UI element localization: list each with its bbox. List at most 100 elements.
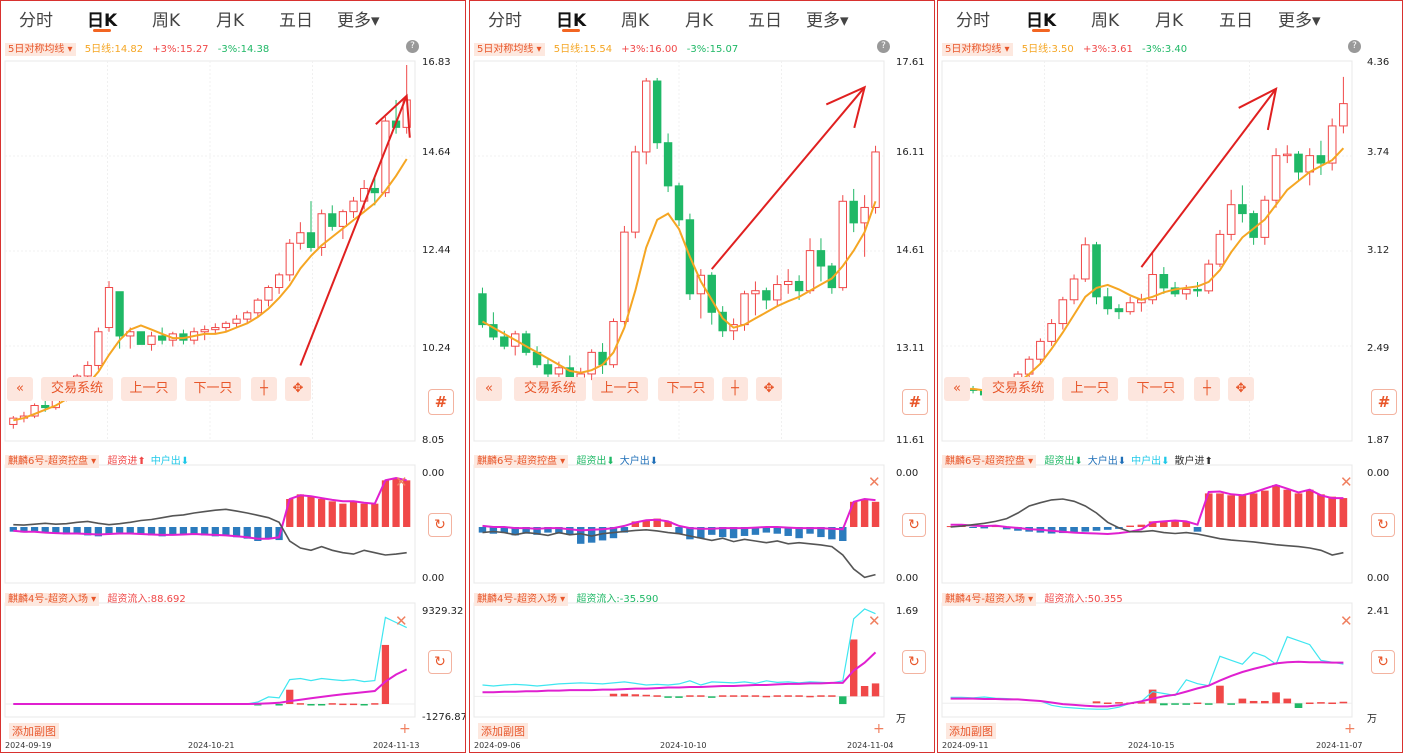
ind1-bar bbox=[1272, 485, 1280, 527]
ind1-axis-top: 0.00 bbox=[896, 468, 919, 479]
ind1-bar bbox=[179, 527, 188, 535]
indicator1-legend-item: 散户进⬆ bbox=[1174, 456, 1213, 467]
add-plus-icon[interactable]: + bbox=[399, 721, 411, 737]
hash-settings-icon[interactable]: # bbox=[902, 389, 928, 415]
help-icon[interactable]: ? bbox=[1348, 40, 1361, 53]
indicator1-close-icon[interactable]: ✕ bbox=[1340, 473, 1353, 491]
tab-intraday[interactable]: 分时 bbox=[956, 11, 990, 31]
tab-more[interactable]: 更多▾ bbox=[1278, 11, 1321, 31]
candle-body bbox=[674, 185, 684, 221]
indicator1-selector[interactable]: 麒麟6号-超资控盘 ▾ bbox=[474, 455, 569, 468]
ind1-bar bbox=[1103, 527, 1112, 530]
ind2-bar bbox=[1204, 703, 1213, 705]
hash-settings-icon[interactable]: # bbox=[1371, 389, 1397, 415]
price-axis-label-1: 16.11 bbox=[896, 147, 925, 158]
ind1-bar bbox=[1305, 489, 1314, 527]
help-icon[interactable]: ? bbox=[406, 40, 419, 53]
candle-body bbox=[794, 280, 804, 292]
back-button[interactable]: « bbox=[944, 377, 970, 401]
add-subchart-bar: 添加副图 + bbox=[1, 721, 465, 739]
candle-body bbox=[200, 329, 209, 333]
back-button[interactable]: « bbox=[7, 377, 33, 401]
next-stock-button[interactable]: 下一只 bbox=[1128, 377, 1184, 401]
ind1-bar bbox=[522, 527, 530, 534]
prev-stock-button[interactable]: 上一只 bbox=[121, 377, 177, 401]
indicator1-close-icon[interactable]: ✕ bbox=[395, 473, 408, 491]
candle-body bbox=[740, 293, 749, 326]
indicator1-refresh-icon[interactable]: ↻ bbox=[428, 513, 452, 537]
indicator2-selector[interactable]: 麒麟4号-超资入场 ▾ bbox=[5, 593, 100, 606]
move-icon[interactable]: ✥ bbox=[285, 377, 311, 401]
move-icon[interactable]: ✥ bbox=[756, 377, 782, 401]
prev-stock-button[interactable]: 上一只 bbox=[1062, 377, 1118, 401]
indicator2-selector[interactable]: 麒麟4号-超资入场 ▾ bbox=[942, 593, 1037, 606]
add-subchart-button[interactable]: 添加副图 bbox=[9, 723, 59, 739]
crosshair-icon[interactable]: ┼ bbox=[722, 377, 748, 401]
tab-monthly-k[interactable]: 月K bbox=[1155, 11, 1184, 31]
tab-intraday[interactable]: 分时 bbox=[19, 11, 53, 31]
tab-five-day[interactable]: 五日 bbox=[1219, 11, 1253, 31]
indicator1-close-icon[interactable]: ✕ bbox=[868, 473, 881, 491]
tab-monthly-k[interactable]: 月K bbox=[216, 11, 245, 31]
ind2-bar bbox=[740, 695, 749, 697]
next-stock-button[interactable]: 下一只 bbox=[185, 377, 241, 401]
ind1-bar bbox=[686, 527, 694, 540]
chart-frame bbox=[941, 464, 1353, 584]
tab-intraday[interactable]: 分时 bbox=[488, 11, 522, 31]
indicator2-refresh-icon[interactable]: ↻ bbox=[902, 650, 926, 674]
indicator2-close-icon[interactable]: ✕ bbox=[1340, 612, 1353, 630]
candle-body bbox=[1271, 155, 1281, 201]
tab-weekly-k[interactable]: 周K bbox=[621, 11, 650, 31]
ind1-bar bbox=[1317, 494, 1325, 527]
tab-weekly-k[interactable]: 周K bbox=[1091, 11, 1120, 31]
trade-system-button[interactable]: 交易系统 bbox=[514, 377, 586, 401]
back-button[interactable]: « bbox=[476, 377, 502, 401]
tab-weekly-k[interactable]: 周K bbox=[152, 11, 181, 31]
add-plus-icon[interactable]: + bbox=[873, 721, 885, 737]
chart-frame bbox=[4, 602, 416, 718]
indicator2-close-icon[interactable]: ✕ bbox=[395, 612, 408, 630]
ind1-bar bbox=[41, 527, 49, 534]
add-subchart-button[interactable]: 添加副图 bbox=[478, 723, 528, 739]
indicator1-legend-item: 大户出⬇ bbox=[1087, 456, 1127, 467]
ma-selector[interactable]: 5日对称均线 ▾ bbox=[942, 43, 1013, 56]
move-icon[interactable]: ✥ bbox=[1228, 377, 1254, 401]
hash-settings-icon[interactable]: # bbox=[428, 389, 454, 415]
trade-system-button[interactable]: 交易系统 bbox=[982, 377, 1054, 401]
tab-more[interactable]: 更多▾ bbox=[806, 11, 849, 31]
prev-stock-button[interactable]: 上一只 bbox=[592, 377, 648, 401]
indicator2-close-icon[interactable]: ✕ bbox=[868, 612, 881, 630]
tab-daily-k[interactable]: 日K bbox=[1026, 11, 1057, 31]
tab-five-day[interactable]: 五日 bbox=[748, 11, 782, 31]
ind2-bar bbox=[631, 694, 640, 697]
trade-system-button[interactable]: 交易系统 bbox=[41, 377, 113, 401]
crosshair-icon[interactable]: ┼ bbox=[251, 377, 277, 401]
crosshair-icon[interactable]: ┼ bbox=[1194, 377, 1220, 401]
ma-selector[interactable]: 5日对称均线 ▾ bbox=[5, 43, 76, 56]
ma5-value: 5日线:3.50 bbox=[1021, 44, 1074, 55]
tab-more[interactable]: 更多▾ bbox=[337, 11, 380, 31]
help-icon[interactable]: ? bbox=[877, 40, 890, 53]
candle-body bbox=[1047, 323, 1056, 342]
ind1-bar bbox=[318, 499, 326, 527]
tab-monthly-k[interactable]: 月K bbox=[685, 11, 714, 31]
tab-five-day[interactable]: 五日 bbox=[279, 11, 313, 31]
indicator2-selector[interactable]: 麒麟4号-超资入场 ▾ bbox=[474, 593, 569, 606]
tab-daily-k[interactable]: 日K bbox=[87, 11, 118, 31]
candle-body bbox=[783, 280, 793, 286]
indicator2-refresh-icon[interactable]: ↻ bbox=[1371, 650, 1395, 674]
price-axis-label-0: 17.61 bbox=[896, 57, 925, 68]
ind1-bar bbox=[500, 527, 509, 533]
indicator2-refresh-icon[interactable]: ↻ bbox=[428, 650, 452, 674]
candle-body bbox=[1069, 278, 1079, 301]
add-plus-icon[interactable]: + bbox=[1344, 721, 1356, 737]
next-stock-button[interactable]: 下一只 bbox=[658, 377, 714, 401]
indicator1-refresh-icon[interactable]: ↻ bbox=[902, 513, 926, 537]
indicator1-selector[interactable]: 麒麟6号-超资控盘 ▾ bbox=[5, 455, 100, 468]
ma-selector[interactable]: 5日对称均线 ▾ bbox=[474, 43, 545, 56]
indicator1-selector[interactable]: 麒麟6号-超资控盘 ▾ bbox=[942, 455, 1037, 468]
add-subchart-button[interactable]: 添加副图 bbox=[946, 723, 996, 739]
tab-daily-k[interactable]: 日K bbox=[556, 11, 587, 31]
indicator1-refresh-icon[interactable]: ↻ bbox=[1371, 513, 1395, 537]
stock-panel-2: 分时 日K 周K 月K 五日 更多▾ 5日对称均线 ▾ 5日线:15.54 +3… bbox=[469, 0, 935, 753]
